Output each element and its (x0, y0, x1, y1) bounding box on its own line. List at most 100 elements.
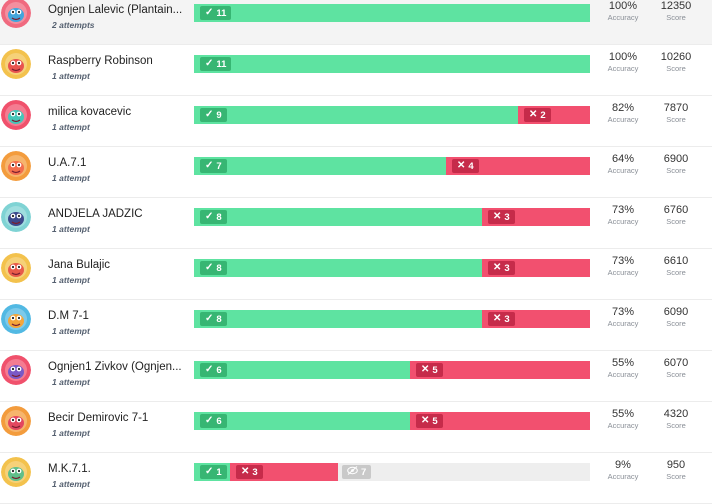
incorrect-count-badge: ✕ 3 (488, 312, 515, 326)
score-stat: 6070 Score (646, 357, 706, 379)
check-icon: ✓ (205, 364, 214, 375)
accuracy-value: 82% (611, 102, 635, 114)
accuracy-stat: 55% Accuracy (593, 357, 653, 379)
accuracy-value: 64% (611, 153, 635, 165)
correct-count: 11 (216, 7, 227, 19)
accuracy-label: Accuracy (607, 166, 639, 175)
correct-segment: ✓ 8 (194, 310, 482, 328)
attempt-count: 1 attempt (52, 122, 90, 132)
eye-slash-icon (347, 466, 358, 478)
accuracy-value: 73% (611, 204, 635, 216)
accuracy-label: Accuracy (607, 370, 639, 379)
score-label: Score (666, 217, 686, 226)
score-value: 950 (666, 459, 686, 471)
incorrect-count-badge: ✕ 3 (488, 261, 515, 275)
correct-count: 6 (216, 364, 222, 376)
answer-breakdown-bar: ✓ 8 ✕ 3 (194, 208, 590, 226)
score-label: Score (666, 421, 686, 430)
cross-icon: ✕ (421, 415, 430, 426)
accuracy-stat: 64% Accuracy (593, 153, 653, 175)
answer-breakdown-bar: ✓ 1 ✕ 3 7 (194, 463, 590, 481)
score-label: Score (666, 13, 686, 22)
attempt-count: 1 attempt (52, 377, 90, 387)
incorrect-count: 2 (540, 109, 546, 121)
answer-breakdown-bar: ✓ 9 ✕ 2 (194, 106, 590, 124)
answer-breakdown-bar: ✓ 8 ✕ 3 (194, 259, 590, 277)
participant-name: M.K.7.1. (48, 463, 91, 475)
score-label: Score (666, 166, 686, 175)
participant-row[interactable]: milica kovacevic 1 attempt ✓ 9 ✕ 2 82% A… (0, 96, 712, 147)
correct-count: 8 (216, 313, 222, 325)
avatar (1, 100, 31, 130)
accuracy-label: Accuracy (607, 319, 639, 328)
score-value: 6760 (663, 204, 689, 216)
check-icon: ✓ (205, 262, 214, 273)
participant-name: Ognjen Lalevic (Plantain... (48, 4, 183, 16)
check-icon: ✓ (205, 58, 214, 69)
participant-row[interactable]: M.K.7.1. 1 attempt ✓ 1 ✕ 3 (0, 453, 712, 504)
incorrect-count: 5 (432, 364, 438, 376)
accuracy-value: 73% (611, 306, 635, 318)
avatar (1, 49, 31, 79)
check-icon: ✓ (205, 109, 214, 120)
attempt-count: 1 attempt (52, 326, 90, 336)
participant-row[interactable]: ANDJELA JADZIC 1 attempt ✓ 8 ✕ 3 73% Acc… (0, 198, 712, 249)
answer-breakdown-bar: ✓ 11 (194, 4, 590, 22)
correct-segment: ✓ 7 (194, 157, 446, 175)
accuracy-stat: 100% Accuracy (593, 51, 653, 73)
accuracy-stat: 73% Accuracy (593, 255, 653, 277)
avatar (1, 304, 31, 334)
incorrect-count-badge: ✕ 5 (416, 414, 443, 428)
score-value: 6090 (663, 306, 689, 318)
accuracy-value: 55% (611, 408, 635, 420)
participant-row[interactable]: Jana Bulajic 1 attempt ✓ 8 ✕ 3 73% Accur… (0, 249, 712, 300)
correct-count: 9 (216, 109, 222, 121)
participant-row[interactable]: Ognjen1 Zivkov (Ognjen... 1 attempt ✓ 6 … (0, 351, 712, 402)
participant-row[interactable]: U.A.7.1 1 attempt ✓ 7 ✕ 4 64% Accuracy 6… (0, 147, 712, 198)
participant-row[interactable]: Raspberry Robinson 1 attempt ✓ 11 100% A… (0, 45, 712, 96)
correct-count-badge: ✓ 8 (200, 210, 227, 224)
participant-row[interactable]: D.M 7-1 1 attempt ✓ 8 ✕ 3 73% Accuracy 6… (0, 300, 712, 351)
attempt-count: 1 attempt (52, 275, 90, 285)
correct-count-badge: ✓ 11 (200, 6, 232, 20)
correct-count-badge: ✓ 8 (200, 312, 227, 326)
accuracy-stat: 55% Accuracy (593, 408, 653, 430)
correct-count-badge: ✓ 6 (200, 363, 227, 377)
incorrect-count: 3 (504, 262, 510, 274)
incorrect-count-badge: ✕ 4 (452, 159, 479, 173)
accuracy-label: Accuracy (607, 115, 639, 124)
avatar (1, 406, 31, 436)
incorrect-segment: ✕ 3 (482, 208, 590, 226)
accuracy-stat: 9% Accuracy (593, 459, 653, 481)
answer-breakdown-bar: ✓ 7 ✕ 4 (194, 157, 590, 175)
score-value: 12350 (660, 0, 692, 12)
accuracy-label: Accuracy (607, 268, 639, 277)
correct-count: 1 (216, 466, 222, 478)
unattempted-segment: 7 (338, 463, 590, 481)
correct-segment: ✓ 6 (194, 361, 410, 379)
score-stat: 4320 Score (646, 408, 706, 430)
cross-icon: ✕ (493, 211, 502, 222)
score-value: 7870 (663, 102, 689, 114)
accuracy-stat: 82% Accuracy (593, 102, 653, 124)
check-icon: ✓ (205, 7, 214, 18)
accuracy-stat: 73% Accuracy (593, 204, 653, 226)
participant-name: milica kovacevic (48, 106, 132, 118)
participant-row[interactable]: Ognjen Lalevic (Plantain... 2 attempts ✓… (0, 0, 712, 45)
avatar (1, 457, 31, 487)
check-icon: ✓ (205, 313, 214, 324)
score-label: Score (666, 319, 686, 328)
score-stat: 6610 Score (646, 255, 706, 277)
avatar (1, 202, 31, 232)
incorrect-count-badge: ✕ 2 (524, 108, 551, 122)
participant-name: Jana Bulajic (48, 259, 111, 271)
accuracy-stat: 100% Accuracy (593, 0, 653, 22)
score-stat: 6760 Score (646, 204, 706, 226)
correct-count: 7 (216, 160, 222, 172)
score-label: Score (666, 115, 686, 124)
score-label: Score (666, 64, 686, 73)
participant-row[interactable]: Becir Demirovic 7-1 1 attempt ✓ 6 ✕ 5 55… (0, 402, 712, 453)
answer-breakdown-bar: ✓ 8 ✕ 3 (194, 310, 590, 328)
answer-breakdown-bar: ✓ 6 ✕ 5 (194, 412, 590, 430)
cross-icon: ✕ (241, 466, 250, 477)
